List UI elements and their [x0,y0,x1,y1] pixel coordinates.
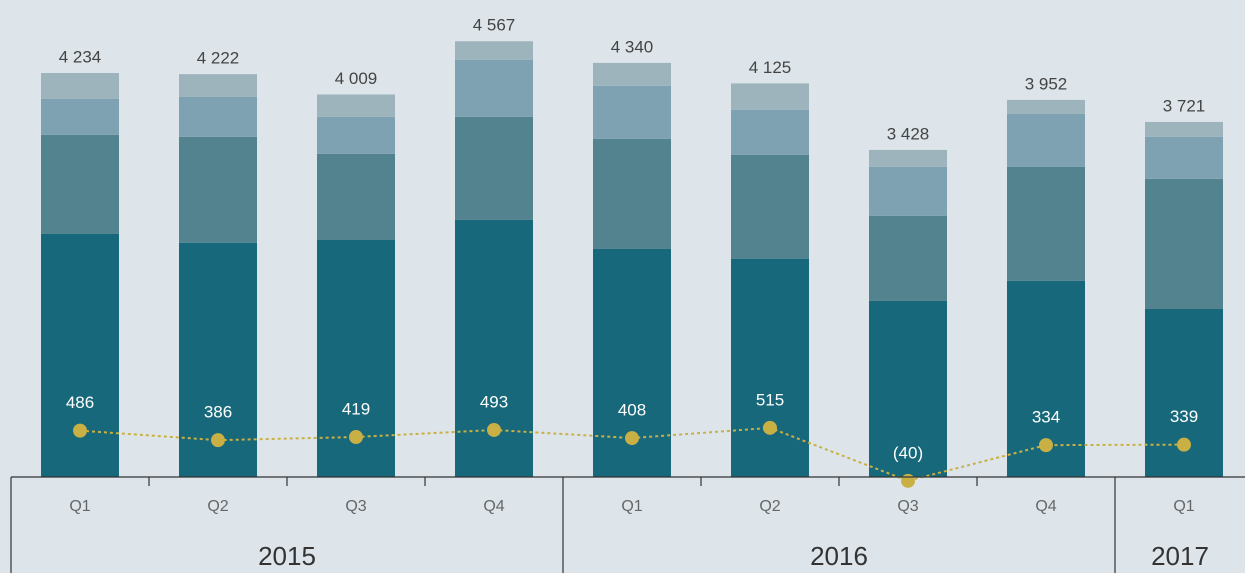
bar-segment [869,300,947,477]
bar-segment [593,138,671,249]
line-point [349,430,363,445]
line-point [763,420,777,435]
line-point [901,473,915,488]
line-label: 408 [618,401,646,420]
total-label: 4 234 [59,47,102,66]
line-point [487,422,501,437]
bar-segment [455,59,533,117]
total-label: 3 428 [887,124,930,143]
bar-segment [317,153,395,240]
bar-segment [731,109,809,155]
bar-segment [1007,99,1085,114]
total-label: 4 009 [335,69,378,88]
bar-segment [593,62,671,86]
line-label: 386 [204,403,232,422]
line-point [1039,438,1053,453]
bar-segment [317,116,395,154]
bar-segment [1145,136,1223,179]
bar-segment [731,83,809,110]
bar-segment [179,74,257,97]
bar-segment [1007,113,1085,167]
bar-segment [731,154,809,259]
bar-segment [731,258,809,477]
bar-segment [41,73,119,99]
bar-segment [317,94,395,117]
bar-segment [869,149,947,167]
bar-segment [1007,166,1085,281]
bar-segment [1145,121,1223,137]
x-tick-label: Q1 [621,498,642,515]
bar-segment [179,136,257,243]
x-tick-label: Q3 [897,498,918,515]
total-label: 4 567 [473,16,516,35]
bar-segment [1145,308,1223,477]
group-label: 2016 [810,541,868,571]
bar-segment [869,166,947,216]
x-tick-label: Q1 [69,498,90,515]
bar-segment [593,85,671,139]
x-tick-label: Q2 [759,498,780,515]
x-tick-label: Q2 [207,498,228,515]
x-tick-label: Q1 [1173,498,1194,515]
total-label: 4 222 [197,49,240,68]
line-label: 486 [66,393,94,412]
line-point [73,423,87,438]
bar-segment [41,98,119,135]
line-label: (40) [893,443,923,462]
bar-segment [455,41,533,60]
line-point [625,431,639,446]
total-label: 4 340 [611,37,654,56]
x-tick-label: Q4 [1035,498,1056,515]
total-label: 3 721 [1163,96,1206,115]
bar-segment [179,96,257,137]
total-label: 3 952 [1025,74,1068,93]
line-label: 493 [480,392,508,411]
x-tick-label: Q4 [483,498,504,515]
bar-segment [41,134,119,234]
total-label: 4 125 [749,58,792,77]
group-label: 2017 [1151,541,1209,571]
line-label: 334 [1032,408,1060,427]
line-label: 515 [756,390,784,409]
line-point [1177,437,1191,452]
x-tick-label: Q3 [345,498,366,515]
bar-segment [455,116,533,220]
line-label: 419 [342,400,370,419]
bar-segment [455,219,533,477]
line-label: 339 [1170,407,1198,426]
bar-segment [1145,178,1223,309]
bar-segment [869,215,947,301]
group-label: 2015 [258,541,316,571]
bar-segment [41,233,119,477]
line-point [211,433,225,448]
